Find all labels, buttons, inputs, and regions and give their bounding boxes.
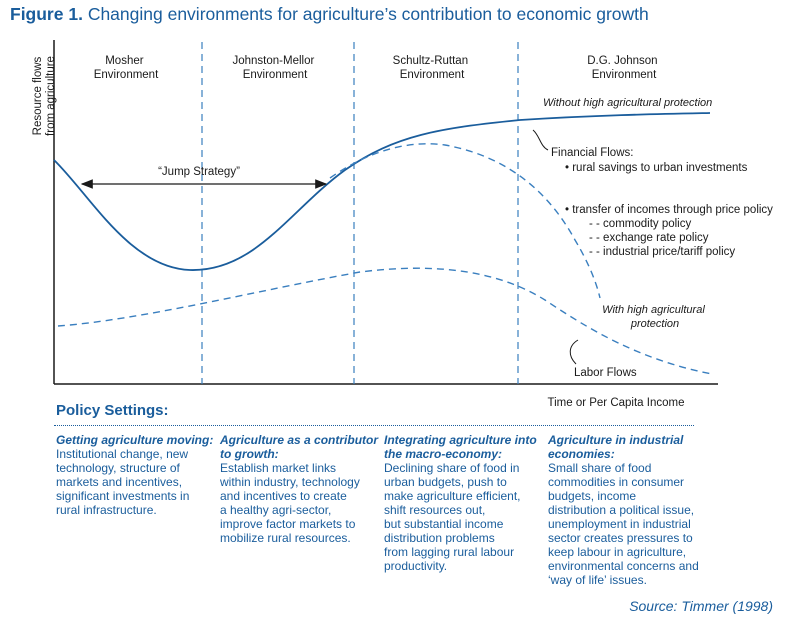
policy-column-line: improve factor markets to	[220, 517, 356, 531]
env-label-schultz-ruttan: Schultz-Ruttan Environment	[393, 55, 472, 81]
policy-settings-divider	[54, 425, 694, 426]
policy-column-line: markets and incentives,	[56, 475, 183, 489]
policy-column-line: ‘way of life’ issues.	[548, 573, 647, 587]
series-without-protection	[53, 112, 711, 271]
policy-column-line: Small share of food	[548, 461, 652, 475]
policy-column-line: rural infrastructure.	[56, 503, 157, 517]
policy-column-line: distribution a political issue,	[548, 503, 695, 517]
series-with-protection	[329, 143, 601, 299]
financial-flows-bracket	[532, 129, 549, 151]
policy-column-line: technology, structure of	[56, 461, 180, 475]
policy-column-line: significant investments in	[56, 489, 190, 503]
policy-column-2: Agriculture as a contributor to growth: …	[220, 433, 385, 545]
policy-column-line: shift resources out,	[384, 503, 486, 517]
label-labor-flows: Labor Flows	[574, 367, 637, 379]
label-with-protection: With high agricultural protection	[602, 304, 708, 330]
labor-flows-bracket	[569, 339, 579, 365]
env-label-mosher: Mosher Environment	[94, 55, 159, 81]
policy-column-line: within industry, technology	[220, 475, 360, 489]
policy-column-line: from lagging rural labour	[384, 545, 515, 559]
policy-column-heading: Agriculture as a contributor	[220, 433, 379, 447]
policy-column-line: productivity.	[384, 559, 448, 573]
policy-column-line: budgets, income	[548, 489, 637, 503]
env-label-dg-johnson: D.G. Johnson Environment	[587, 55, 661, 81]
x-axis-label: Time or Per Capita Income	[548, 397, 685, 409]
policy-column-line: but substantial income	[384, 517, 504, 531]
policy-column-3: Integrating agriculture into the macro-e…	[384, 433, 549, 573]
policy-column-line: Institutional change, new	[56, 447, 189, 461]
policy-column-line: mobilize rural resources.	[220, 531, 351, 545]
policy-column-line: Establish market links	[220, 461, 337, 475]
policy-column-heading: the macro-economy:	[384, 447, 503, 461]
source-citation: Source: Timmer (1998)	[629, 598, 773, 614]
policy-settings-heading: Policy Settings:	[56, 402, 169, 419]
policy-column-heading: economies:	[548, 447, 615, 461]
flow-item-5: - - industrial price/tariff policy	[589, 246, 735, 258]
policy-column-line: Declining share of food in	[384, 461, 520, 475]
policy-column-line: distribution problems	[384, 531, 495, 545]
policy-column-line: urban budgets, push to	[384, 475, 507, 489]
policy-column-line: a healthy agri-sector,	[220, 503, 332, 517]
figure-title-text: Changing environments for agriculture’s …	[87, 4, 649, 24]
policy-column-line: sector creates pressures to	[548, 531, 693, 545]
jump-strategy-label: “Jump Strategy”	[158, 166, 240, 178]
figure-label: Figure 1.	[10, 4, 83, 24]
policy-column-heading: to growth:	[220, 447, 279, 461]
policy-column-line: unemployment in industrial	[548, 517, 691, 531]
policy-column-line: environmental concerns and	[548, 559, 699, 573]
policy-column-heading: Agriculture in industrial	[548, 433, 684, 447]
policy-column-line: commodities in consumer	[548, 475, 685, 489]
env-label-johnston-mellor: Johnston-Mellor Environment	[232, 55, 317, 81]
policy-column-line: keep labour in agriculture,	[548, 545, 687, 559]
policy-column-4: Agriculture in industrial economies: Sma…	[548, 433, 723, 587]
label-without-protection: Without high agricultural protection	[543, 97, 712, 109]
policy-column-heading: Integrating agriculture into	[384, 433, 537, 447]
financial-flows-label: Financial Flows:	[551, 147, 633, 159]
figure-title: Figure 1. Changing environments for agri…	[10, 4, 649, 25]
policy-column-line: and incentives to create	[220, 489, 347, 503]
policy-column-line: make agriculture efficient,	[384, 489, 521, 503]
series-labor-flows	[57, 267, 713, 375]
flow-item-3: - - commodity policy	[589, 218, 691, 230]
chart: Mosher Environment Johnston-Mellor Envir…	[53, 40, 773, 409]
flow-item-4: - - exchange rate policy	[589, 232, 709, 244]
flow-item-1: • rural savings to urban investments	[565, 162, 748, 174]
policy-column-1: Getting agriculture moving: Institutiona…	[56, 433, 216, 517]
flow-item-2: • transfer of incomes through price poli…	[565, 204, 773, 216]
policy-column-heading: Getting agriculture moving:	[56, 433, 214, 447]
